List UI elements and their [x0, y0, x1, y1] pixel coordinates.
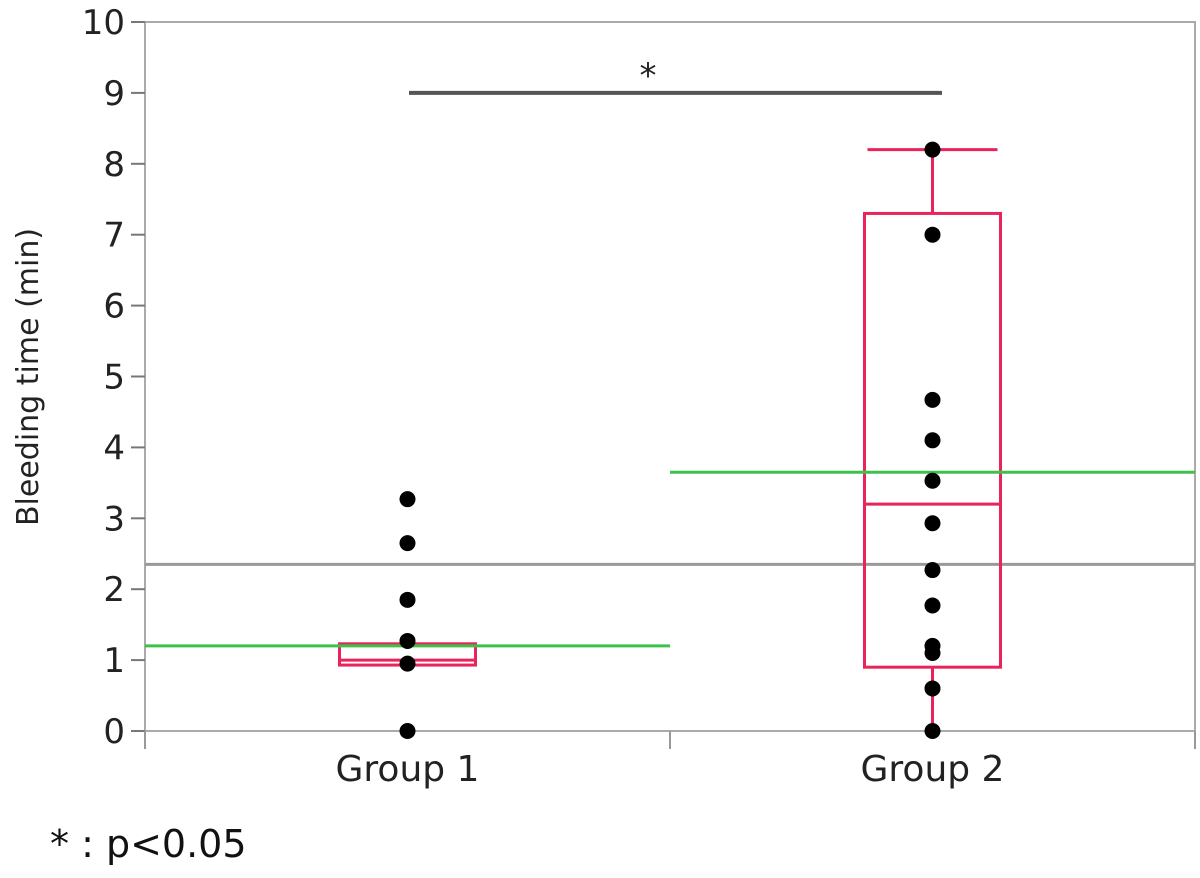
data-point	[924, 723, 941, 739]
plot-border	[144, 21, 1196, 732]
data-point	[924, 226, 941, 243]
significance-star: *	[640, 56, 657, 96]
y-tick-label: 10	[82, 3, 125, 43]
y-tick-label: 9	[103, 74, 125, 114]
data-point	[924, 141, 941, 158]
y-tick-label: 3	[103, 499, 125, 539]
data-point	[399, 591, 416, 608]
x-category-label: Group 2	[861, 749, 1005, 790]
data-points	[399, 141, 941, 739]
data-point	[924, 391, 941, 408]
y-tick-label: 1	[103, 641, 125, 681]
y-tick-label: 4	[103, 428, 125, 468]
group-means	[145, 470, 1195, 648]
data-point	[924, 597, 941, 614]
significance-bracket-group: *	[409, 56, 942, 96]
y-axis-title: Bleeding time (min)	[11, 228, 46, 526]
y-tick-label: 6	[103, 287, 125, 327]
x-axis: Group 1 Group 2	[144, 731, 1196, 790]
data-point	[924, 515, 941, 532]
y-axis: 0 1 2 3 4 5 6 7 8 9 10	[82, 3, 145, 752]
data-point	[924, 680, 941, 697]
y-tick-label: 2	[103, 570, 125, 610]
data-point	[399, 723, 416, 739]
boxes	[338, 148, 1002, 731]
x-category-label: Group 1	[336, 749, 480, 790]
data-point	[399, 535, 416, 552]
data-point	[399, 632, 416, 649]
data-point	[924, 562, 941, 579]
data-point	[399, 491, 416, 508]
plot-frame	[144, 21, 1196, 732]
data-point	[924, 432, 941, 449]
y-tick-label: 0	[103, 712, 125, 752]
data-point	[924, 472, 941, 489]
data-point	[924, 645, 941, 662]
significance-footnote: * : p<0.05	[50, 822, 247, 866]
box-iqr	[863, 211, 1002, 669]
y-tick-label: 8	[103, 145, 125, 185]
y-tick-label: 5	[103, 358, 125, 398]
data-point	[399, 655, 416, 672]
y-tick-label: 7	[103, 216, 125, 256]
